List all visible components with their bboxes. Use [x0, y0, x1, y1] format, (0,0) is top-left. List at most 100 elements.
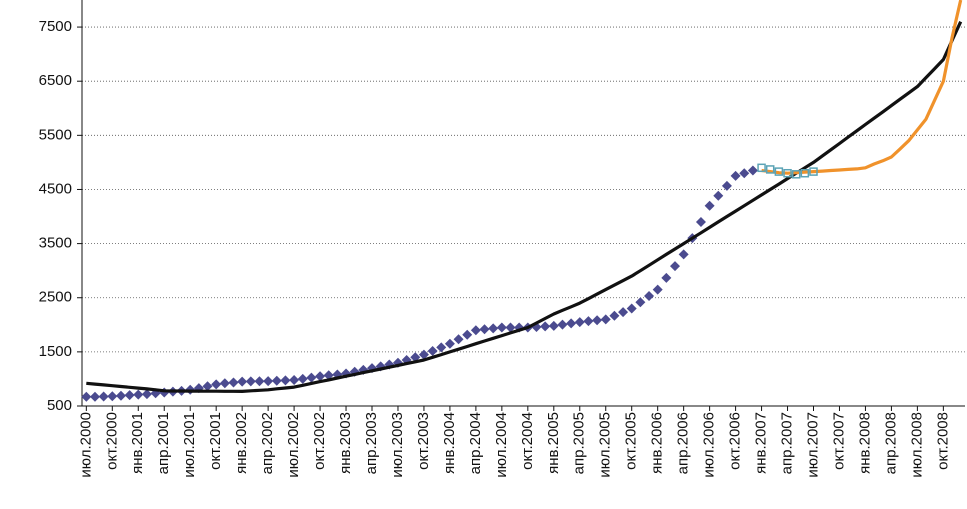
diamond-marker [470, 325, 481, 336]
diamond-marker [678, 249, 689, 260]
diamond-marker [505, 322, 516, 333]
diamond-marker [496, 322, 507, 333]
square-marker [783, 168, 792, 178]
series-line [761, 0, 963, 175]
diamond-marker [661, 272, 672, 283]
diamond-marker [427, 345, 438, 356]
x-tick-label: янв.2008 [856, 412, 873, 474]
diamond-marker [644, 290, 655, 301]
diamond-marker [306, 372, 317, 383]
x-tick-label: окт.2008 [934, 412, 951, 470]
diamond-marker [600, 314, 611, 325]
diamond-marker [202, 381, 213, 392]
diamond-marker [635, 297, 646, 308]
y-tick-label: 1500 [39, 343, 72, 360]
x-tick-label: июл.2005 [597, 412, 614, 478]
x-tick-label: янв.2006 [649, 412, 666, 474]
x-tick-label: окт.2003 [415, 412, 432, 470]
diamond-marker [271, 375, 282, 386]
diamond-marker [436, 342, 447, 353]
diamond-marker [592, 315, 603, 326]
diamond-marker [566, 318, 577, 329]
x-tick-label: апр.2002 [259, 412, 276, 474]
x-tick-label: июл.2004 [493, 412, 510, 478]
x-tick-label: янв.2007 [753, 412, 770, 474]
x-tick-label: апр.2004 [467, 412, 484, 474]
diamond-marker [540, 321, 551, 332]
x-tick-label: июл.2008 [908, 412, 925, 478]
diamond-marker [444, 338, 455, 349]
diamond-marker [747, 165, 758, 176]
diamond-marker [245, 376, 256, 387]
square-marker [774, 167, 784, 176]
diamond-marker [739, 168, 750, 179]
x-tick-label: янв.2003 [337, 412, 354, 474]
x-tick-label: апр.2003 [363, 412, 380, 474]
diamond-marker [669, 261, 680, 272]
diamond-marker [704, 200, 715, 211]
x-tick-label: окт.2005 [623, 412, 640, 470]
diamond-marker [289, 375, 300, 386]
x-tick-label: окт.2000 [103, 412, 120, 470]
diamond-marker [721, 180, 732, 191]
x-tick-label: янв.2001 [129, 412, 146, 474]
x-tick-label: июл.2001 [181, 412, 198, 478]
square-marker [800, 168, 810, 178]
x-tick-label: июл.2000 [77, 412, 94, 478]
x-tick-label: янв.2002 [233, 412, 250, 474]
y-tick-label: 3500 [39, 235, 72, 252]
square-marker [791, 170, 801, 179]
x-tick-label: июл.2007 [804, 412, 821, 478]
x-tick-label: окт.2001 [207, 412, 224, 470]
x-tick-label: апр.2007 [779, 412, 796, 474]
x-tick-label: апр.2005 [571, 412, 588, 474]
y-tick-label: 500 [47, 397, 72, 414]
x-tick-label: окт.2006 [727, 412, 744, 470]
diamond-marker [488, 323, 499, 334]
diamond-marker [115, 390, 126, 401]
square-marker [757, 163, 766, 173]
diamond-marker [652, 284, 663, 295]
diamond-marker [133, 389, 144, 400]
y-tick-label: 2500 [39, 289, 72, 306]
diamond-marker [626, 303, 637, 314]
diamond-marker [618, 307, 629, 318]
diamond-marker [583, 316, 594, 327]
diamond-marker [211, 379, 222, 390]
x-tick-label: апр.2001 [155, 412, 172, 474]
y-tick-label: 6500 [39, 72, 72, 89]
diamond-marker [228, 377, 239, 388]
diamond-marker [81, 391, 92, 402]
diamond-marker [315, 371, 326, 382]
diamond-marker [141, 389, 152, 400]
y-tick-label: 5500 [39, 126, 72, 143]
y-tick-label: 7500 [39, 18, 72, 35]
x-tick-label: июл.2003 [389, 412, 406, 478]
y-tick-label: 4500 [39, 180, 72, 197]
diamond-marker [609, 310, 620, 321]
diamond-marker [297, 373, 308, 384]
diamond-marker [574, 317, 585, 328]
diamond-marker [219, 378, 230, 389]
diamond-marker [263, 376, 274, 387]
diamond-marker [557, 319, 568, 330]
diamond-marker [107, 391, 118, 402]
diamond-marker [479, 324, 490, 335]
diamond-marker [124, 390, 135, 401]
diamond-marker [453, 334, 464, 345]
diamond-marker [280, 375, 291, 386]
diamond-marker [462, 329, 473, 340]
x-tick-label: окт.2007 [830, 412, 847, 470]
diamond-marker [237, 376, 248, 387]
diamond-marker [89, 391, 100, 402]
diamond-marker [730, 170, 741, 181]
diamond-marker [548, 320, 559, 331]
diamond-marker [254, 376, 265, 387]
x-tick-label: апр.2006 [675, 412, 692, 474]
x-tick-label: июл.2002 [285, 412, 302, 478]
x-tick-label: апр.2008 [882, 412, 899, 474]
square-marker [809, 167, 818, 176]
x-tick-label: янв.2005 [545, 412, 562, 474]
diamond-marker [98, 391, 109, 402]
